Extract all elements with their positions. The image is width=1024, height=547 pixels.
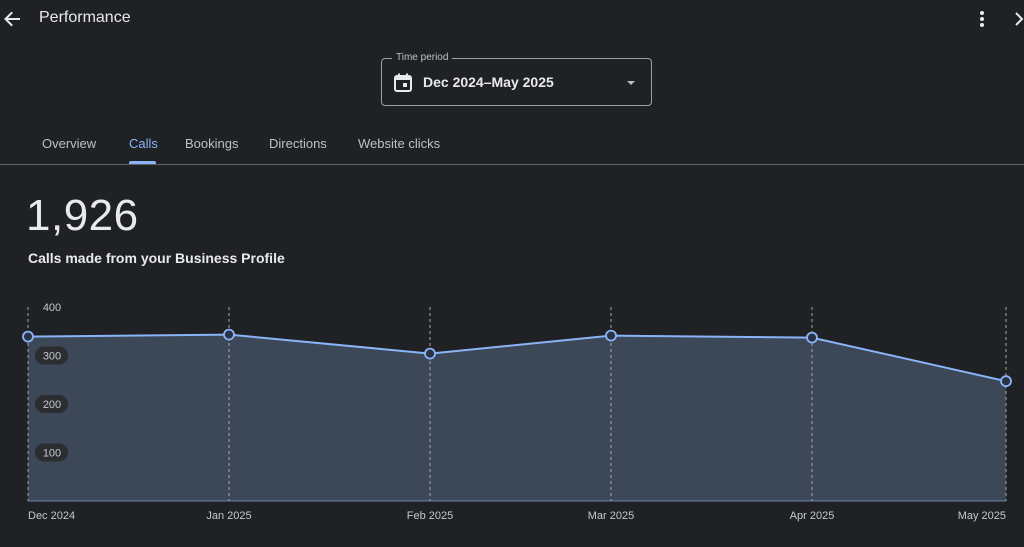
top-bar: Performance [0,0,1024,40]
more-vert-icon [980,11,984,27]
metric-value: 1,926 [26,191,139,240]
tab-overview[interactable]: Overview [42,136,97,151]
x-tick-label: Apr 2025 [790,510,835,522]
next-button[interactable] [1012,8,1024,30]
data-point-1 [223,328,235,341]
more-options-button[interactable] [972,8,992,30]
tab-bar: Overview Calls Bookings Directions Websi… [0,126,1024,165]
y-tick-bg-300 [35,346,68,365]
time-period-value: Dec 2024–May 2025 [423,74,554,90]
y-tick-label: 100 [43,448,61,460]
y-tick-bg-200 [35,395,68,413]
back-button[interactable] [2,8,22,30]
tab-bookings[interactable]: Bookings [185,136,239,151]
chart-area [28,334,1006,501]
dropdown-arrow-icon [627,81,635,85]
calls-chart: 400 300 200 100 Dec 2024 Jan 2025 Feb 2025 Mar … [22,302,1012,522]
y-tick-label: 300 [43,351,61,363]
time-period-select[interactable]: Time period Dec 2024–May 2025 [381,52,652,106]
metric-description: Calls made from your Business Profile [28,250,285,266]
arrow-back-icon [4,11,20,27]
chevron-right-icon [1015,12,1024,26]
active-tab-indicator [129,161,156,164]
tab-directions[interactable]: Directions [269,136,327,151]
calendar-icon [394,73,412,92]
x-tick-label: May 2025 [958,510,1006,522]
series-line [27,333,1007,383]
page-title: Performance [39,9,131,26]
data-point-2 [424,347,436,360]
data-point-0 [22,330,34,343]
x-tick-label: Feb 2025 [407,510,453,522]
x-tick-label: Jan 2025 [206,510,251,522]
y-tick-label: 200 [43,399,61,411]
time-period-label: Time period [392,52,453,64]
x-tick-label: Mar 2025 [588,510,634,522]
tab-website-clicks[interactable]: Website clicks [358,136,441,151]
data-point-5 [1000,375,1012,388]
data-point-4 [806,331,818,344]
data-point-3 [605,329,617,342]
x-tick-label: Dec 2024 [28,510,75,522]
y-tick-label: 400 [43,302,61,314]
tab-calls[interactable]: Calls [129,136,158,151]
y-tick-bg-100 [35,443,68,462]
